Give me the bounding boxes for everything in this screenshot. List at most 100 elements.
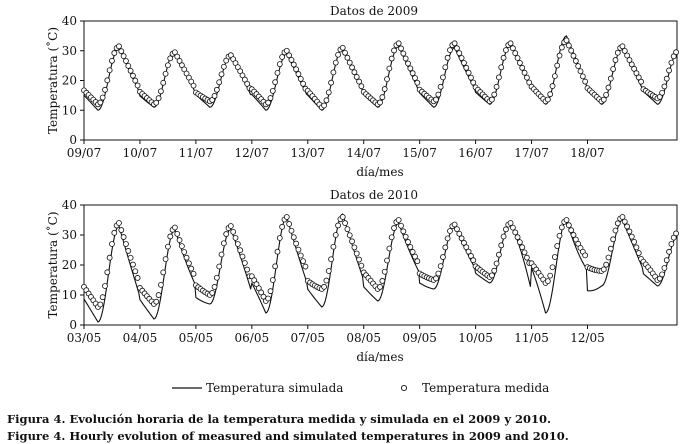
- measured-point: [185, 260, 192, 267]
- measured-point: [409, 249, 416, 255]
- measured-point: [465, 69, 472, 76]
- measured-point: [209, 290, 216, 296]
- measured-point: [344, 226, 351, 233]
- measured-point: [155, 95, 162, 102]
- measured-point: [577, 68, 584, 75]
- measured-point: [633, 244, 640, 251]
- measured-point: [174, 230, 181, 237]
- measured-point: [619, 43, 626, 50]
- measured-point: [176, 237, 183, 243]
- measured-point: [153, 99, 160, 106]
- measured-point: [463, 244, 470, 251]
- measured-point: [295, 71, 302, 77]
- measured-point: [451, 221, 458, 228]
- x-tick-label: 09/07: [67, 146, 102, 160]
- x-tick-label: 08/05: [346, 331, 381, 345]
- measured-point: [172, 49, 178, 56]
- x-tick-label: 10/05: [458, 331, 493, 345]
- measured-point: [395, 217, 402, 223]
- measured-point: [293, 66, 300, 73]
- measured-point: [323, 97, 330, 104]
- measured-point: [353, 250, 360, 257]
- measured-point: [351, 69, 358, 76]
- y-tick-label: 30: [62, 44, 77, 58]
- measured-point: [607, 245, 614, 252]
- measured-point: [297, 75, 304, 82]
- measured-point: [125, 62, 132, 69]
- measured-point: [512, 229, 519, 236]
- measured-point: [211, 93, 218, 99]
- measured-point: [512, 50, 519, 57]
- measured-point: [666, 248, 672, 255]
- measured-point: [516, 239, 523, 246]
- x-tick-label: 15/07: [402, 146, 437, 160]
- measured-point: [290, 234, 297, 241]
- x-tick-label: 16/07: [458, 146, 493, 160]
- measured-point: [269, 277, 276, 283]
- y-tick-label: 20: [62, 258, 77, 272]
- measured-point: [659, 89, 665, 96]
- measured-point: [440, 254, 446, 260]
- y-tick-label: 0: [69, 318, 77, 332]
- measured-point: [554, 62, 561, 69]
- measured-point: [346, 59, 353, 66]
- measured-point: [111, 229, 118, 236]
- measured-point: [104, 269, 111, 276]
- measured-point: [381, 86, 388, 92]
- measured-point: [414, 258, 421, 265]
- measured-point: [134, 275, 141, 281]
- measured-point: [241, 260, 248, 266]
- measured-point: [162, 256, 169, 263]
- measured-point: [391, 225, 397, 231]
- measured-point: [176, 58, 183, 64]
- chart-2009-measured-series: [81, 37, 679, 111]
- measured-point: [237, 247, 244, 254]
- measured-point: [600, 96, 607, 103]
- measured-point: [412, 75, 418, 81]
- chart-2009-plot-frame: [83, 20, 678, 141]
- measured-point: [181, 249, 188, 255]
- measured-point: [565, 42, 572, 49]
- measured-point: [109, 57, 115, 64]
- measured-point: [521, 249, 528, 256]
- measured-point: [234, 241, 241, 247]
- measured-point: [286, 221, 293, 227]
- x-tick-label: 07/05: [290, 331, 325, 345]
- measured-point: [628, 61, 635, 68]
- measured-point: [493, 83, 500, 90]
- measured-point: [558, 44, 565, 51]
- measured-point: [130, 261, 136, 268]
- measured-point: [456, 230, 463, 237]
- measured-point: [321, 102, 327, 109]
- measured-point: [624, 52, 631, 59]
- measured-point: [295, 246, 302, 253]
- measured-point: [276, 235, 283, 241]
- measured-point: [384, 257, 390, 264]
- measured-point: [328, 79, 334, 86]
- measured-point: [631, 239, 638, 245]
- measured-point: [405, 60, 411, 67]
- measured-point: [572, 236, 579, 243]
- measured-point: [398, 45, 404, 52]
- measured-point: [330, 69, 337, 76]
- measured-point: [116, 220, 122, 226]
- measured-point: [174, 53, 181, 60]
- measured-point: [97, 99, 104, 106]
- legend-simulated-label: Temperatura simulada: [206, 381, 343, 395]
- measured-point: [568, 47, 575, 54]
- measured-point: [106, 254, 113, 261]
- measured-point: [328, 256, 334, 263]
- measured-point: [605, 84, 612, 91]
- x-tick-label: 03/05: [67, 331, 102, 345]
- measured-point: [158, 281, 164, 288]
- measured-point: [386, 245, 393, 252]
- measured-point: [610, 236, 617, 243]
- measured-point: [102, 86, 108, 93]
- measured-point: [519, 64, 526, 71]
- measured-point: [125, 248, 132, 254]
- measured-point: [335, 51, 341, 58]
- measured-point: [451, 40, 458, 47]
- measured-point: [274, 248, 281, 255]
- measured-point: [109, 241, 115, 247]
